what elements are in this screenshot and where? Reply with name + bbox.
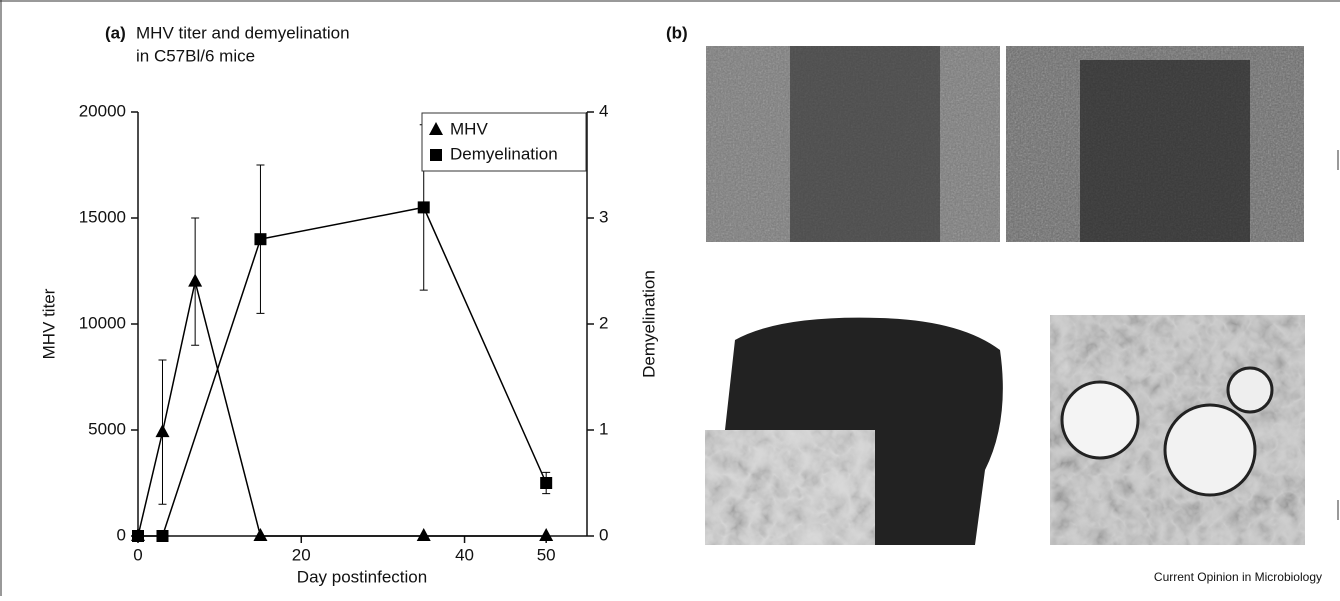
legend-label: MHV <box>450 119 488 138</box>
legend-marker <box>430 149 442 161</box>
panel-label: (a) <box>105 23 126 42</box>
y-axis-label: MHV titer <box>39 288 58 359</box>
micrograph-texture <box>705 430 875 545</box>
y2-axis-label: Demyelination <box>639 270 658 378</box>
y2-tick-label: 2 <box>599 313 608 332</box>
y-tick-label: 0 <box>117 525 126 544</box>
y2-tick-label: 4 <box>599 101 608 120</box>
y-tick-label: 10000 <box>79 313 126 332</box>
micrograph-lesion <box>790 46 940 242</box>
y-tick-label: 5000 <box>88 419 126 438</box>
marker <box>254 233 267 246</box>
credit: Current Opinion in Microbiology <box>1154 570 1322 584</box>
x-tick-label: 40 <box>455 545 474 564</box>
micrograph-lesion <box>1080 60 1250 242</box>
marker <box>155 424 170 438</box>
marker <box>539 528 554 541</box>
x-tick-label: 0 <box>133 545 142 564</box>
legend-label: Demyelination <box>450 144 558 163</box>
legend-box <box>421 112 587 172</box>
y2-tick-label: 3 <box>599 207 608 226</box>
y-tick-label: 20000 <box>79 101 126 120</box>
marker <box>188 273 203 287</box>
y2-tick-label: 1 <box>599 419 608 438</box>
marker <box>416 528 431 541</box>
marker <box>540 477 553 489</box>
marker <box>253 528 268 541</box>
panel-label: (b) <box>666 23 688 42</box>
x-axis-label: Day postinfection <box>297 567 427 586</box>
y-tick-label: 15000 <box>79 207 126 226</box>
marker <box>417 201 430 214</box>
marker <box>156 530 169 542</box>
micrograph-vacuole <box>1163 403 1257 497</box>
y2-tick-label: 0 <box>599 525 608 544</box>
micrographs <box>705 46 1305 545</box>
series-line <box>137 281 547 537</box>
micrograph-vacuole <box>1226 366 1274 414</box>
chart-title: in C57Bl/6 mice <box>136 46 255 65</box>
series-line <box>138 206 547 537</box>
legend-marker <box>429 122 443 135</box>
x-tick-label: 50 <box>537 545 556 564</box>
micrograph-vacuole <box>1060 380 1140 460</box>
chart-title: MHV titer and demyelination <box>136 23 350 42</box>
marker <box>132 530 144 542</box>
x-tick-label: 20 <box>292 545 311 564</box>
